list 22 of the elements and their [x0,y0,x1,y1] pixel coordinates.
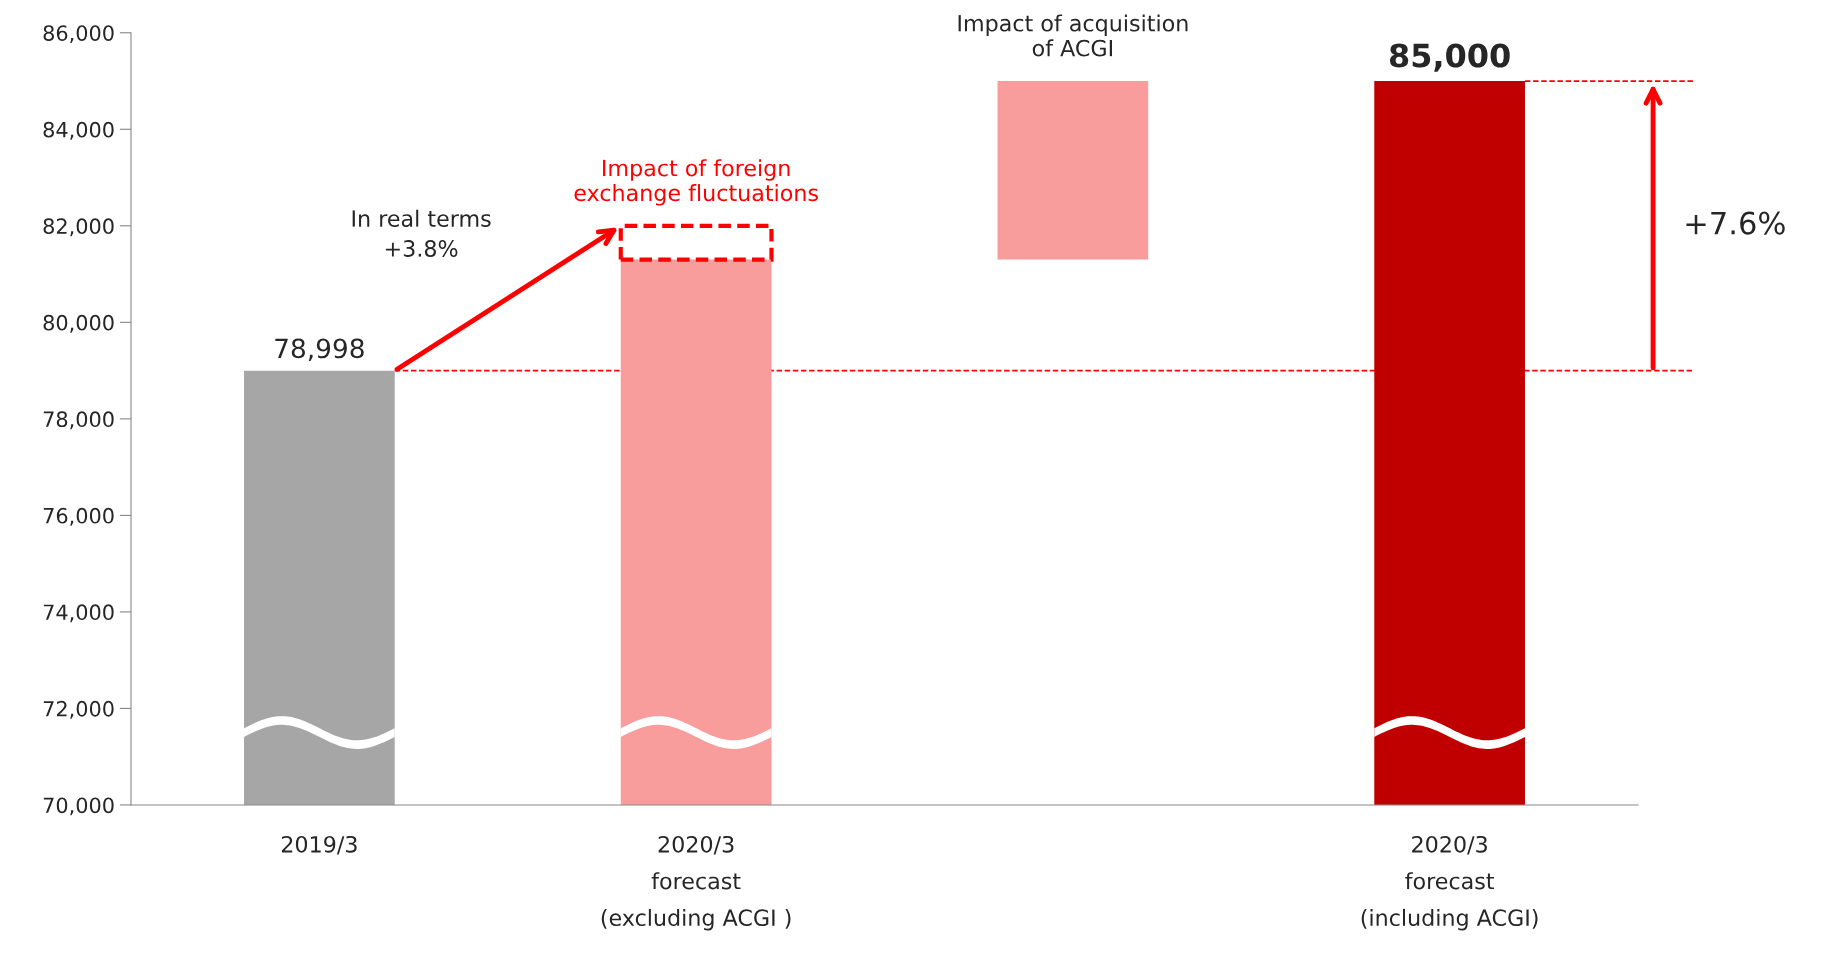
x-tick-label: 2020/3 forecast (including ACGI) [1361,835,1538,931]
bar [244,370,395,805]
y-tick-label: 70,000 [43,797,114,816]
text: +7.6% [1686,211,1785,235]
y-tick-label: 74,000 [43,604,114,623]
y-tick-label: 78,000 [43,411,114,430]
bar [997,81,1149,260]
annotation: In real terms +3.8% [352,209,491,257]
bar [1374,81,1525,805]
annotation: Impact of foreign exchange fluctuations [574,159,818,206]
data-label: 85,000 [1389,43,1510,72]
x-tick-label: 2019/3 [281,835,357,855]
y-tick-label: 76,000 [43,507,114,526]
annotation: Impact of acquisition of ACGI [958,14,1188,57]
y-tick-label: 84,000 [43,121,114,140]
y-tick-label: 80,000 [43,314,114,333]
y-tick-label: 86,000 [43,25,114,44]
bar [620,259,772,805]
x-tick-label: 2020/3 forecast (excluding ACGI ) [601,835,791,931]
y-tick-label: 82,000 [43,218,114,237]
data-label: 78,998 [275,338,364,362]
y-tick-label: 72,000 [43,700,114,719]
